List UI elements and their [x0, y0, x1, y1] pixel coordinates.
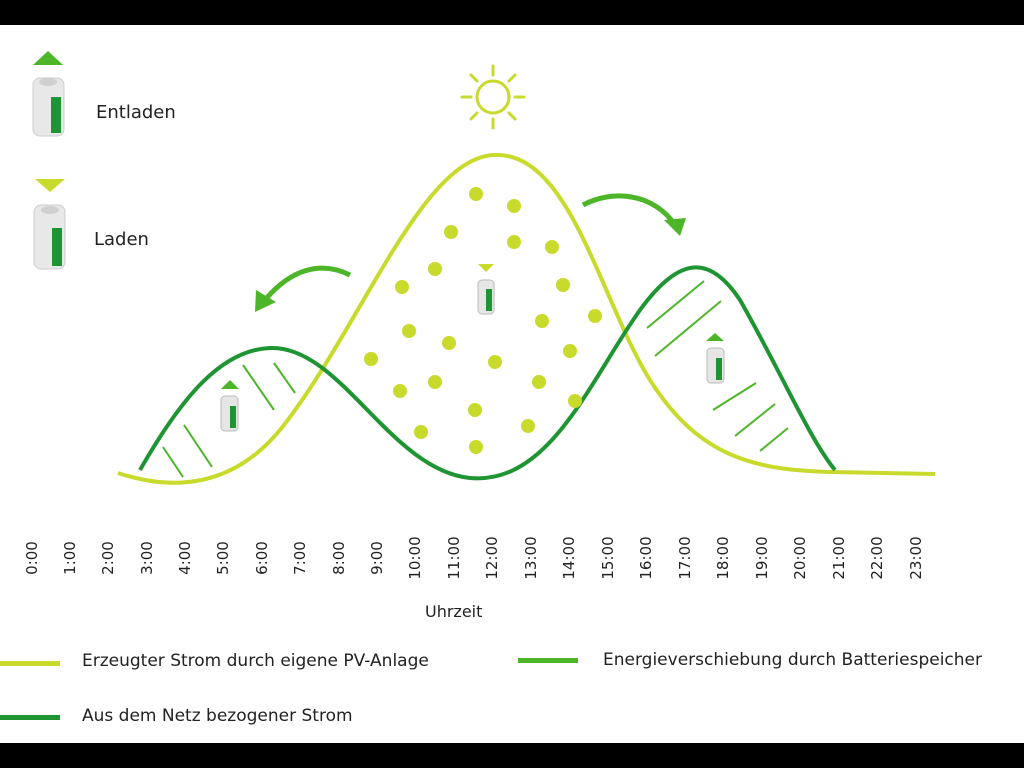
tick: 5:00	[214, 541, 232, 575]
tick: 2:00	[99, 541, 117, 575]
legend-swatch-grid	[0, 715, 60, 720]
tick: 14:00	[560, 536, 578, 580]
tick: 15:00	[599, 536, 617, 580]
legend-swatch-pv	[0, 661, 60, 666]
tick: 22:00	[868, 536, 886, 580]
battery-shift-hatch-evening	[646, 280, 789, 452]
legend-charge-icon	[33, 179, 66, 270]
tick: 17:00	[676, 536, 694, 580]
sun-icon	[460, 64, 526, 130]
tick: 18:00	[714, 536, 732, 580]
legend-discharge-icon	[32, 51, 65, 137]
tick: 13:00	[522, 536, 540, 580]
legend-label-pv: Erzeugter Strom durch eigene PV-Anlage	[82, 651, 429, 671]
grid-curve	[138, 265, 837, 481]
legend-discharge-label: Entladen	[96, 102, 176, 123]
legend-label-battery: Energieverschiebung durch Batteriespeich…	[603, 650, 982, 670]
tick: 10:00	[406, 536, 424, 580]
x-axis-label: Uhrzeit	[425, 602, 483, 621]
shift-arrow-left-icon	[255, 265, 352, 312]
battery-shift-hatch-morning	[162, 362, 296, 478]
shift-arrow-right-icon	[581, 193, 686, 236]
tick: 8:00	[330, 541, 348, 575]
pv-curve	[117, 152, 936, 485]
legend-swatch-battery	[518, 658, 578, 663]
tick: 3:00	[138, 541, 156, 575]
tick: 9:00	[368, 541, 386, 575]
battery-discharge-icon	[220, 380, 239, 432]
battery-charge-icon	[477, 264, 495, 315]
tick: 11:00	[445, 536, 463, 580]
pv-surplus-dots	[364, 187, 602, 454]
tick: 23:00	[907, 536, 925, 580]
chart-svg	[32, 51, 936, 485]
tick: 21:00	[830, 536, 848, 580]
legend-label-grid: Aus dem Netz bezogener Strom	[82, 706, 353, 726]
legend-charge-label: Laden	[94, 229, 149, 250]
diagram-canvas: Entladen Laden 0:00 1:00 2:00 3:00 4:00 …	[0, 25, 1024, 743]
tick: 4:00	[176, 541, 194, 575]
tick: 6:00	[253, 541, 271, 575]
tick: 7:00	[291, 541, 309, 575]
tick: 19:00	[753, 536, 771, 580]
tick: 0:00	[23, 541, 41, 575]
battery-discharge-icon	[706, 333, 725, 384]
tick: 12:00	[483, 536, 501, 580]
tick: 20:00	[791, 536, 809, 580]
tick: 1:00	[61, 541, 79, 575]
tick: 16:00	[637, 536, 655, 580]
